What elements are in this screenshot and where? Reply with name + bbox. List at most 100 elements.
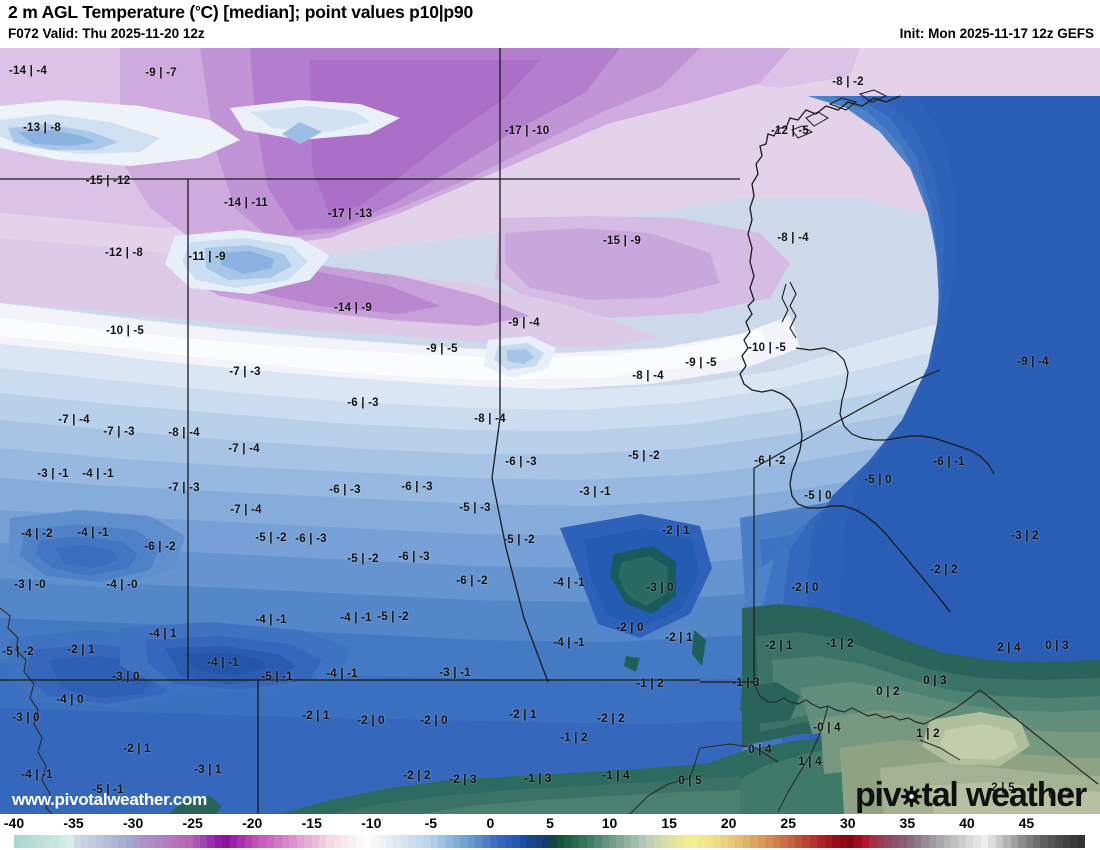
colorbar-cell bbox=[824, 835, 833, 848]
colorbar-cell bbox=[1010, 835, 1019, 848]
colorbar-tick: -5 bbox=[424, 815, 438, 831]
point-value-label: -2 | 1 bbox=[765, 640, 793, 652]
point-value-label: -4 | -1 bbox=[340, 612, 372, 624]
point-value-label: -17 | -13 bbox=[327, 208, 373, 220]
colorbar-cell bbox=[787, 835, 795, 848]
colorbar-cell bbox=[266, 835, 275, 848]
colorbar-cell bbox=[802, 835, 810, 848]
point-value-label: -0 | 4 bbox=[813, 722, 841, 734]
point-value-label: -9 | -5 bbox=[685, 357, 717, 369]
colorbar-cell bbox=[318, 835, 327, 848]
colorbar-cell bbox=[876, 835, 885, 848]
point-value-label: -4 | -1 bbox=[207, 657, 239, 669]
colorbar-cell bbox=[631, 835, 639, 848]
colorbar-cell bbox=[1003, 835, 1011, 848]
colorbar-cell bbox=[341, 835, 349, 848]
colorbar-tick: 10 bbox=[601, 815, 618, 831]
gear-icon bbox=[900, 779, 922, 807]
colorbar-cell bbox=[80, 835, 89, 848]
point-value-label: -6 | -3 bbox=[505, 456, 537, 468]
colorbar-cell bbox=[943, 835, 952, 848]
point-value-label: -9 | -5 bbox=[426, 343, 458, 355]
colorbar-cell bbox=[1077, 835, 1085, 848]
point-value-label: -6 | -3 bbox=[401, 481, 433, 493]
colorbar-cell bbox=[519, 835, 528, 848]
colorbar-cell bbox=[661, 835, 669, 848]
colorbar-tick: 40 bbox=[959, 815, 975, 831]
point-value-label: -1 | 2 bbox=[826, 638, 854, 650]
colorbar-cell bbox=[199, 835, 208, 848]
point-value-label: -4 | -1 bbox=[553, 637, 585, 649]
colorbar-cell bbox=[861, 835, 870, 848]
point-value-label: -6 | -2 bbox=[144, 541, 176, 553]
logo-text-pre: piv bbox=[854, 776, 902, 814]
point-value-label: -4 | -1 bbox=[82, 468, 114, 480]
point-value-label: -2 | 2 bbox=[930, 564, 958, 576]
point-value-label: -9 | -7 bbox=[145, 67, 177, 79]
colorbar-cell bbox=[237, 835, 245, 848]
colorbar-cell bbox=[304, 835, 312, 848]
colorbar-cell bbox=[966, 835, 974, 848]
colorbar-cell bbox=[757, 835, 766, 848]
point-value-label: -5 | -2 bbox=[628, 450, 660, 462]
point-value-label: -3 | -0 bbox=[14, 579, 46, 591]
colorbar-cell bbox=[742, 835, 751, 848]
colorbar-cell bbox=[415, 835, 424, 848]
colorbar-tick: -20 bbox=[242, 815, 263, 831]
point-value-label: -3 | -1 bbox=[579, 486, 611, 498]
point-value-label: -6 | -1 bbox=[933, 456, 965, 468]
point-value-label: -5 | -2 bbox=[347, 553, 379, 565]
point-value-label: -17 | -10 bbox=[504, 125, 550, 137]
colorbar-cell bbox=[118, 835, 126, 848]
point-value-label: -8 | -4 bbox=[777, 232, 809, 244]
colorbar-cell bbox=[675, 835, 684, 848]
point-value-label: -1 | 2 bbox=[560, 732, 588, 744]
colorbar-cell bbox=[43, 835, 52, 848]
point-value-label: -8 | -4 bbox=[474, 413, 506, 425]
colorbar-tick: 35 bbox=[899, 815, 916, 831]
colorbar-cell bbox=[125, 835, 133, 848]
point-value-label: -4 | -0 bbox=[106, 579, 138, 591]
colorbar-cell bbox=[192, 835, 200, 848]
colorbar-cell bbox=[623, 835, 632, 848]
colorbar-tick: 30 bbox=[839, 815, 856, 831]
colorbar-cell bbox=[88, 835, 96, 848]
colorbar-cell bbox=[928, 835, 937, 848]
colorbar-cell bbox=[549, 835, 557, 848]
colorbar-cell bbox=[556, 835, 565, 848]
colorbar-cell bbox=[772, 835, 781, 848]
colorbar-cell bbox=[579, 835, 587, 848]
colorbar-cell bbox=[668, 835, 676, 848]
colorbar-cell bbox=[490, 835, 498, 848]
colorbar-cell bbox=[847, 835, 855, 848]
colorbar-cell bbox=[73, 835, 81, 848]
colorbar-cell bbox=[408, 835, 416, 848]
colorbar-cell bbox=[832, 835, 840, 848]
point-value-label: -2 | 0 bbox=[357, 715, 385, 727]
point-value-label: -14 | -4 bbox=[8, 65, 48, 77]
colorbar-cell bbox=[140, 835, 148, 848]
pivotal-weather-logo: piv tal weather bbox=[854, 776, 1087, 814]
point-value-label: -2 | 0 bbox=[420, 715, 448, 727]
colorbar-cell bbox=[899, 835, 907, 848]
page-title-unit: C) [median]; point values p10|p90 bbox=[200, 2, 473, 22]
colorbar-cell bbox=[586, 835, 595, 848]
colorbar-cell bbox=[988, 835, 996, 848]
colorbar-cell bbox=[564, 835, 572, 848]
point-value-label: -3 | 0 bbox=[112, 671, 140, 683]
colorbar-cell bbox=[913, 835, 922, 848]
point-value-label: -6 | -3 bbox=[295, 533, 327, 545]
colorbar-cell bbox=[289, 835, 297, 848]
colorbar-tick: -25 bbox=[182, 815, 203, 831]
map-canvas[interactable]: -14 | -4 -9 | -7 -13 | -8 -17 | -10 -12 | -5… bbox=[0, 48, 1100, 814]
colorbar-cell bbox=[177, 835, 186, 848]
colorbar-cell bbox=[252, 835, 260, 848]
colorbar[interactable]: -40 -35 -30 -25 -20 -15 -10 -5 0 5 10 15 20 25 30 35 40 4… bbox=[0, 814, 1100, 850]
point-value-label: -12 | -5 bbox=[770, 125, 810, 137]
colorbar-cell bbox=[1018, 835, 1026, 848]
point-value-label: -4 | -1 bbox=[21, 769, 53, 781]
point-value-label: -10 | -5 bbox=[747, 342, 787, 354]
point-value-label: -3 | -1 bbox=[439, 667, 471, 679]
point-value-label: 0 | 3 bbox=[923, 675, 947, 687]
